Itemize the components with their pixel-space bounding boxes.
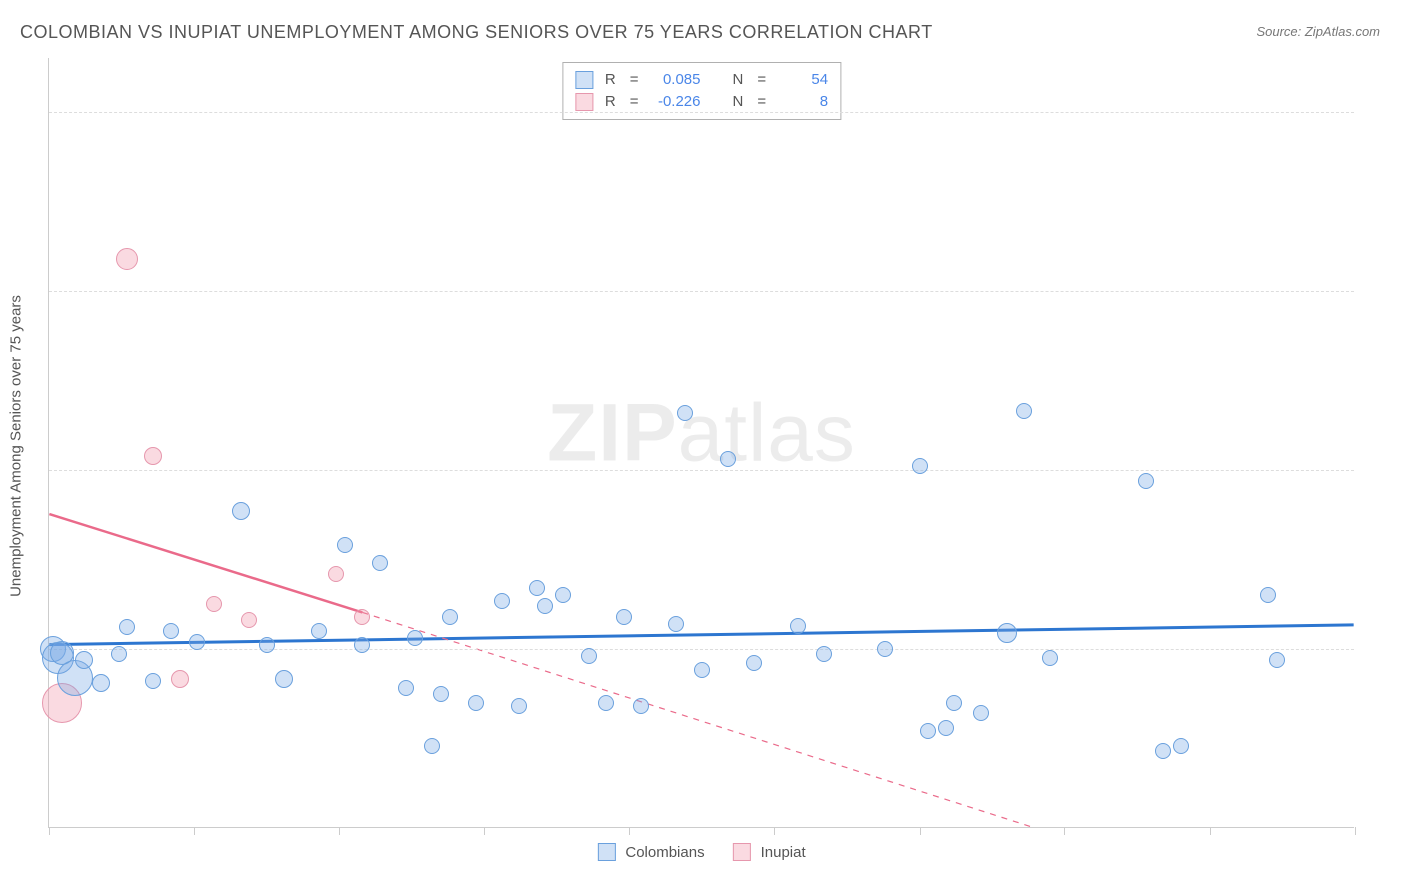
data-point-colombians: [912, 458, 928, 474]
legend-label-inupiat: Inupiat: [761, 844, 806, 861]
data-point-colombians: [677, 405, 693, 421]
legend-N-label: N: [733, 69, 744, 91]
data-point-colombians: [494, 593, 510, 609]
data-point-colombians: [92, 674, 110, 692]
data-point-colombians: [633, 698, 649, 714]
data-point-inupiat: [116, 248, 138, 270]
data-point-colombians: [337, 537, 353, 553]
data-point-colombians: [668, 616, 684, 632]
grid-line: [49, 112, 1354, 113]
data-point-colombians: [720, 451, 736, 467]
y-axis-label: Unemployment Among Seniors over 75 years: [8, 295, 25, 597]
plot-area: ZIPatlas R = 0.085 N = 54 R = -0.226: [48, 58, 1354, 828]
chart-title: COLOMBIAN VS INUPIAT UNEMPLOYMENT AMONG …: [20, 22, 933, 43]
x-tick: [920, 827, 921, 835]
data-point-colombians: [407, 630, 423, 646]
data-point-colombians: [938, 720, 954, 736]
x-tick: [484, 827, 485, 835]
data-point-colombians: [694, 662, 710, 678]
data-point-colombians: [816, 646, 832, 662]
x-tick: [774, 827, 775, 835]
watermark: ZIPatlas: [547, 386, 856, 480]
swatch-colombians: [597, 843, 615, 861]
data-point-colombians: [973, 705, 989, 721]
data-point-colombians: [433, 686, 449, 702]
data-point-inupiat: [354, 609, 370, 625]
data-point-colombians: [259, 637, 275, 653]
data-point-colombians: [920, 723, 936, 739]
data-point-colombians: [555, 587, 571, 603]
regression-lines: [49, 58, 1354, 827]
data-point-colombians: [275, 670, 293, 688]
data-point-colombians: [1173, 738, 1189, 754]
legend-row-colombians: R = 0.085 N = 54: [575, 69, 828, 91]
legend-N-colombians: 54: [780, 69, 828, 91]
chart-container: COLOMBIAN VS INUPIAT UNEMPLOYMENT AMONG …: [0, 0, 1406, 892]
data-point-colombians: [511, 698, 527, 714]
legend-R-label: R: [605, 69, 616, 91]
data-point-colombians: [468, 695, 484, 711]
legend-R-colombians: 0.085: [653, 69, 701, 91]
data-point-colombians: [1260, 587, 1276, 603]
x-tick: [49, 827, 50, 835]
x-tick: [194, 827, 195, 835]
legend-N-inupiat: 8: [780, 91, 828, 113]
data-point-colombians: [946, 695, 962, 711]
x-tick: [1064, 827, 1065, 835]
data-point-colombians: [119, 619, 135, 635]
grid-line: [49, 649, 1354, 650]
data-point-colombians: [1138, 473, 1154, 489]
x-tick: [1355, 827, 1356, 835]
data-point-colombians: [1269, 652, 1285, 668]
data-point-inupiat: [171, 670, 189, 688]
data-point-inupiat: [328, 566, 344, 582]
grid-line: [49, 470, 1354, 471]
data-point-colombians: [354, 637, 370, 653]
data-point-colombians: [616, 609, 632, 625]
swatch-colombians: [575, 71, 593, 89]
data-point-colombians: [442, 609, 458, 625]
data-point-colombians: [598, 695, 614, 711]
data-point-colombians: [75, 651, 93, 669]
x-tick: [1210, 827, 1211, 835]
data-point-colombians: [424, 738, 440, 754]
data-point-colombians: [163, 623, 179, 639]
data-point-colombians: [145, 673, 161, 689]
swatch-inupiat: [733, 843, 751, 861]
legend-item-inupiat: Inupiat: [733, 843, 806, 861]
data-point-colombians: [232, 502, 250, 520]
legend-series: Colombians Inupiat: [597, 843, 805, 861]
data-point-colombians: [537, 598, 553, 614]
data-point-colombians: [790, 618, 806, 634]
data-point-colombians: [746, 655, 762, 671]
data-point-colombians: [189, 634, 205, 650]
data-point-colombians: [529, 580, 545, 596]
swatch-inupiat: [575, 93, 593, 111]
data-point-colombians: [398, 680, 414, 696]
data-point-colombians: [311, 623, 327, 639]
data-point-colombians: [1042, 650, 1058, 666]
legend-N-label: N: [733, 91, 744, 113]
x-tick: [339, 827, 340, 835]
data-point-colombians: [877, 641, 893, 657]
data-point-inupiat: [241, 612, 257, 628]
legend-row-inupiat: R = -0.226 N = 8: [575, 91, 828, 113]
data-point-inupiat: [144, 447, 162, 465]
data-point-inupiat: [206, 596, 222, 612]
data-point-colombians: [997, 623, 1017, 643]
data-point-colombians: [372, 555, 388, 571]
data-point-colombians: [1155, 743, 1171, 759]
x-tick: [629, 827, 630, 835]
legend-label-colombians: Colombians: [625, 844, 704, 861]
grid-line: [49, 291, 1354, 292]
legend-R-label: R: [605, 91, 616, 113]
legend-R-inupiat: -0.226: [653, 91, 701, 113]
legend-item-colombians: Colombians: [597, 843, 704, 861]
data-point-colombians: [1016, 403, 1032, 419]
source-label: Source: ZipAtlas.com: [1256, 24, 1380, 39]
data-point-colombians: [581, 648, 597, 664]
data-point-colombians: [111, 646, 127, 662]
